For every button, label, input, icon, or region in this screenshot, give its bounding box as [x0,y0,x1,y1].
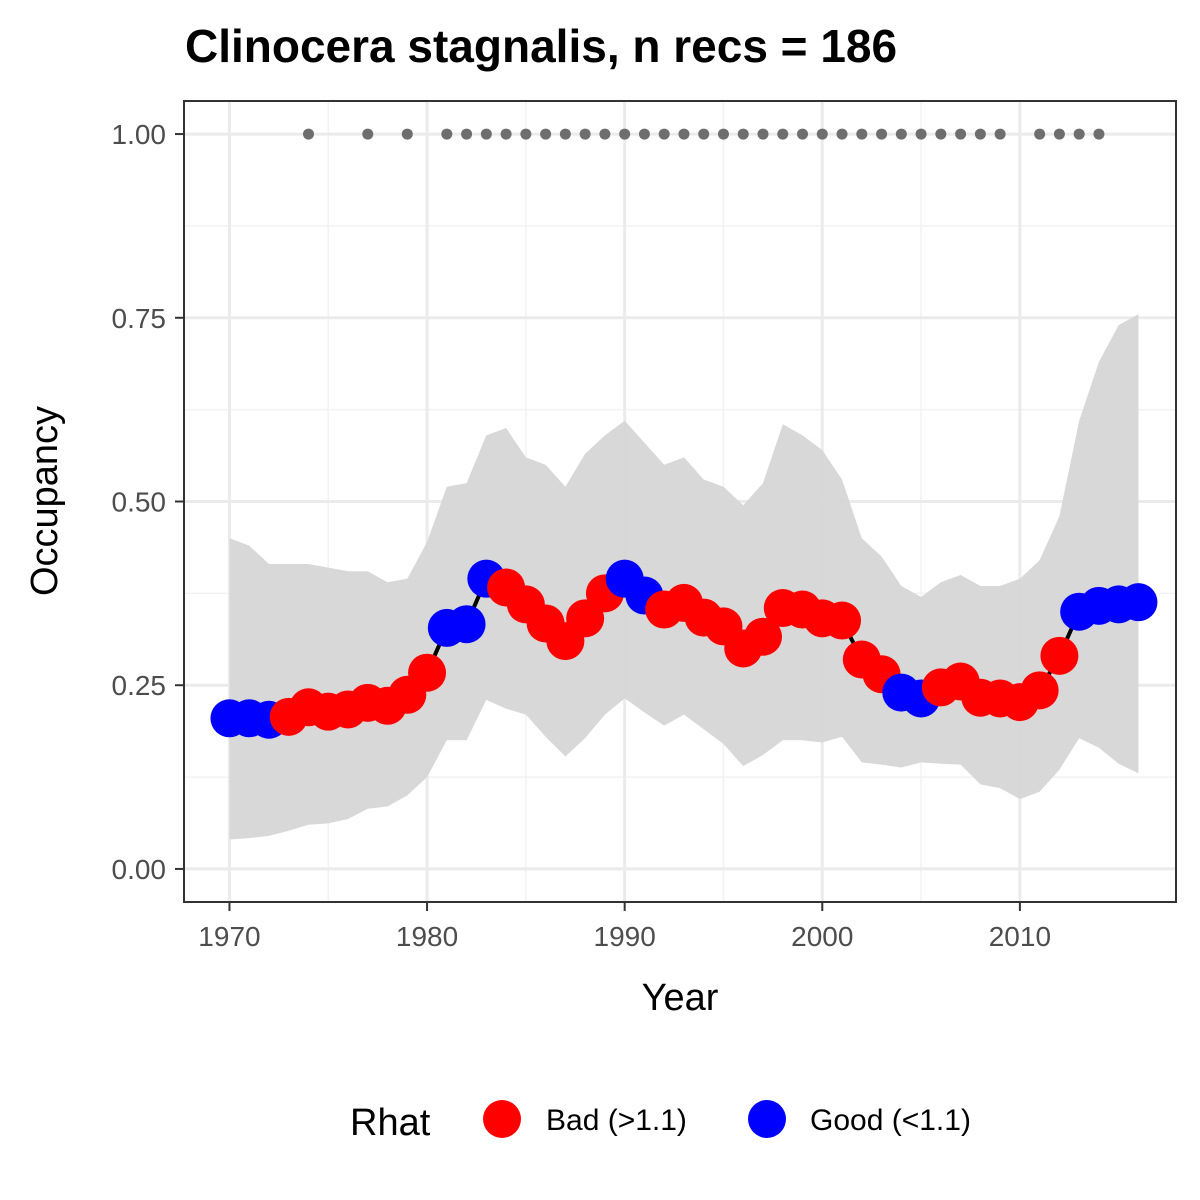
record-point [401,128,413,140]
record-point [836,128,848,140]
y-tick-label: 1.00 [112,119,167,150]
trend-point-bad [408,653,447,692]
trend-point-bad [823,601,862,640]
record-point [1073,128,1085,140]
record-point [579,128,591,140]
record-point [678,128,690,140]
record-point [816,128,828,140]
y-tick-label: 0.75 [112,303,167,334]
trend-point-good [447,605,486,644]
record-point [757,128,769,140]
record-point [658,128,670,140]
record-point [777,128,789,140]
record-point [638,128,650,140]
record-point [717,128,729,140]
x-tick-label: 1970 [198,921,260,952]
record-point [895,128,907,140]
record-point [797,128,809,140]
record-point [441,128,453,140]
record-point [362,128,374,140]
x-tick-label: 2010 [989,921,1051,952]
legend: Rhat Bad (>1.1) Good (<1.1) [350,1100,971,1144]
x-tick-label: 1990 [594,921,656,952]
record-point [599,128,611,140]
record-point [461,128,473,140]
record-point [1034,128,1046,140]
legend-label-bad: Bad (>1.1) [546,1104,687,1137]
record-points-layer [302,128,1105,140]
trend-point-bad [1040,636,1079,675]
legend-title: Rhat [350,1102,431,1144]
legend-key-good [748,1100,786,1138]
record-point [935,128,947,140]
x-axis-title: Year [642,977,719,1019]
y-axis-title: Occupancy [24,406,66,596]
legend-label-good: Good (<1.1) [810,1104,971,1137]
axis-layer: 1970 1980 1990 2000 2010 0.00 0.25 0.50 0.75 1.00 [112,119,1052,952]
record-point [1093,128,1105,140]
trend-point-bad [1020,671,1059,710]
trend-point-bad [743,617,782,656]
record-point [302,128,314,140]
record-point [994,128,1006,140]
y-tick-label: 0.00 [112,854,167,885]
record-point [876,128,888,140]
record-point [540,128,552,140]
record-point [520,128,532,140]
record-point [955,128,967,140]
record-point [915,128,927,140]
trend-point-good [1119,583,1158,622]
trend-points-layer [210,559,1158,739]
legend-key-bad [483,1100,521,1138]
record-point [974,128,986,140]
record-point [1053,128,1065,140]
record-point [619,128,631,140]
record-point [559,128,571,140]
record-point [698,128,710,140]
record-point [737,128,749,140]
y-tick-label: 0.50 [112,487,167,518]
record-point [500,128,512,140]
record-point [856,128,868,140]
record-point [480,128,492,140]
chart-title: Clinocera stagnalis, n recs = 186 [185,20,897,72]
y-tick-label: 0.25 [112,670,167,701]
x-tick-label: 2000 [791,921,853,952]
x-tick-label: 1980 [396,921,458,952]
